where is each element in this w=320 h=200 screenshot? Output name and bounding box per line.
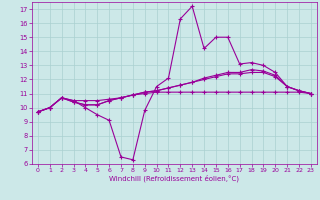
X-axis label: Windchill (Refroidissement éolien,°C): Windchill (Refroidissement éolien,°C) bbox=[109, 175, 239, 182]
